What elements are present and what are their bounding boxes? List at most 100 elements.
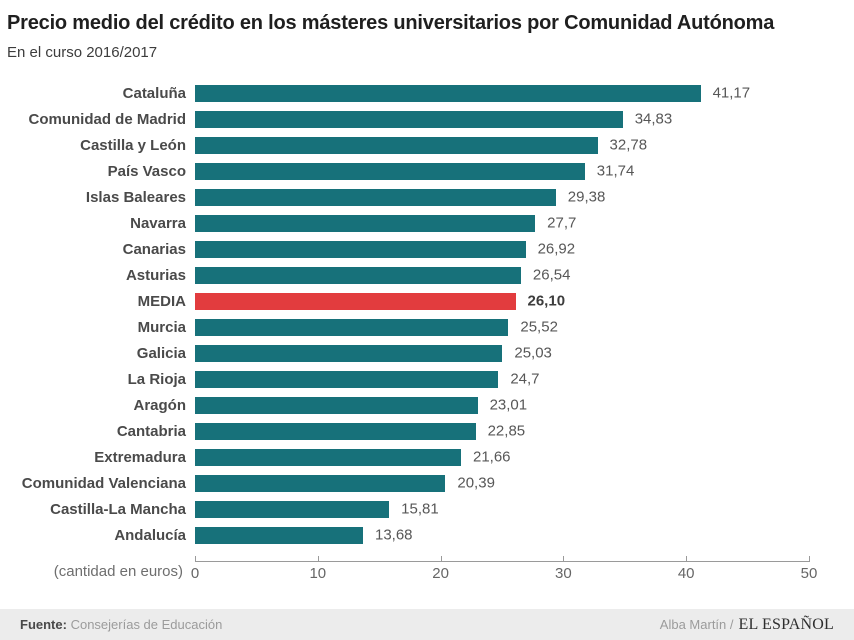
category-label: Cantabria (116, 422, 186, 440)
value-label: 32,78 (609, 136, 648, 154)
axis-line (195, 561, 809, 562)
category-label: Aragón (133, 396, 187, 414)
value-label: 41,17 (712, 84, 751, 102)
bar-row: Comunidad de Madrid 34,83 (0, 106, 854, 132)
bar (195, 448, 461, 466)
bar-row: MEDIA 26,10 (0, 288, 854, 314)
source-label: Fuente: (20, 617, 67, 632)
bar (195, 136, 598, 154)
value-label: 13,68 (374, 526, 413, 544)
bar (195, 318, 509, 336)
bar-row: Canarias 26,92 (0, 236, 854, 262)
category-label: MEDIA (137, 292, 186, 310)
bar (195, 84, 701, 102)
x-axis: 0 10 20 30 40 50 (191, 555, 817, 589)
axis-tick-mark (686, 556, 688, 562)
bar-track: 21,66 (195, 448, 809, 466)
bar-row: Extremadura 21,66 (0, 444, 854, 470)
value-label: 15,81 (401, 500, 439, 518)
bar-track: 26,10 (195, 292, 809, 310)
bar-rows: Cataluña 41,17 Comunidad de Madrid 34,83 Cas… (0, 80, 854, 548)
value-label: 31,74 (596, 162, 635, 180)
value-label: 27,7 (547, 214, 577, 232)
axis-tick-mark (317, 556, 319, 562)
bar-track: 32,78 (195, 136, 809, 154)
bar (195, 266, 521, 284)
bar (195, 214, 536, 232)
bar (195, 396, 478, 414)
value-label: 22,85 (487, 422, 526, 440)
brand-logo: EL ESPAÑOL (738, 615, 834, 633)
value-label: 20,39 (457, 474, 495, 492)
bar-row: La Rioja 24,7 (0, 366, 854, 392)
bar-track: 29,38 (195, 188, 809, 206)
value-label: 21,66 (472, 448, 511, 466)
bar-track: 26,92 (195, 240, 809, 258)
bar-row: Castilla-La Mancha 15,81 (0, 496, 854, 522)
axis-tick-label: 50 (800, 565, 818, 582)
bar-track: 31,74 (195, 162, 809, 180)
bar (195, 162, 585, 180)
category-label: Castilla-La Mancha (50, 500, 186, 518)
bar-row: Navarra 27,7 (0, 210, 854, 236)
category-label: Murcia (137, 318, 186, 336)
value-label: 29,38 (567, 188, 606, 206)
category-label: Andalucía (114, 526, 186, 544)
axis-unit-label: (cantidad en euros) (53, 563, 183, 580)
axis-tick-label: 20 (432, 565, 449, 582)
bar-row: Galicia 25,03 (0, 340, 854, 366)
bar (195, 500, 390, 518)
axis-tick-label: 0 (190, 565, 200, 582)
bar-row: Castilla y León 32,78 (0, 132, 854, 158)
value-label: 24,7 (510, 370, 540, 388)
bar (195, 110, 623, 128)
category-label: Galicia (136, 344, 186, 362)
category-label: Navarra (130, 214, 186, 232)
bar (195, 344, 503, 362)
bar-track: 27,7 (195, 214, 809, 232)
bar-track: 25,03 (195, 344, 809, 362)
bar-row: Comunidad Valenciana 20,39 (0, 470, 854, 496)
bar-row: Cataluña 41,17 (0, 80, 854, 106)
axis-tick-mark (195, 556, 196, 562)
bar (195, 474, 446, 492)
value-label: 26,10 (527, 292, 566, 310)
bar-row: Aragón 23,01 (0, 392, 854, 418)
source: Fuente: Consejerías de Educación (20, 617, 222, 632)
category-label: Islas Baleares (85, 188, 186, 206)
bar-row: Cantabria 22,85 (0, 418, 854, 444)
bar-track: 20,39 (195, 474, 809, 492)
bar-row: Murcia 25,52 (0, 314, 854, 340)
bar-row: Islas Baleares 29,38 (0, 184, 854, 210)
chart-title: Precio medio del crédito en los másteres… (7, 12, 775, 34)
bar-track: 26,54 (195, 266, 809, 284)
value-label: 34,83 (634, 110, 673, 128)
value-label: 23,01 (489, 396, 528, 414)
category-label: La Rioja (127, 370, 186, 388)
category-label: Comunidad Valenciana (21, 474, 186, 492)
highlight-bar (195, 292, 516, 310)
footer-bar: Fuente: Consejerías de Educación Alba Ma… (0, 609, 854, 640)
bar (195, 370, 499, 388)
value-label: 25,52 (520, 318, 558, 336)
credit: Alba Martín / EL ESPAÑOL (660, 616, 834, 634)
category-label: Canarias (122, 240, 186, 258)
bar-chart: Cataluña 41,17 Comunidad de Madrid 34,83 Cas… (0, 80, 854, 589)
axis-tick-mark (809, 556, 810, 562)
bar-track: 34,83 (195, 110, 809, 128)
bar (195, 422, 476, 440)
bar-row: Andalucía 13,68 (0, 522, 854, 548)
author-credit: Alba Martín / (659, 616, 734, 632)
axis-tick-label: 10 (309, 565, 327, 582)
axis-tick-mark (440, 556, 442, 562)
value-label: 26,92 (537, 240, 576, 258)
bar-track: 23,01 (195, 396, 809, 414)
axis-tick-label: 30 (555, 565, 572, 582)
value-label: 26,54 (532, 266, 571, 284)
category-label: Extremadura (94, 448, 186, 466)
category-label: Castilla y León (80, 136, 186, 154)
source-value: Consejerías de Educación (70, 617, 223, 632)
category-label: Cataluña (122, 84, 186, 102)
bar-row: Asturias 26,54 (0, 262, 854, 288)
